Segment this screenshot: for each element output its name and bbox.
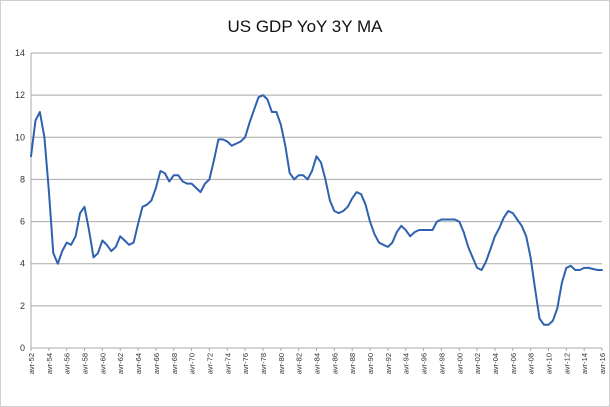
x-tick-label: avr-60 bbox=[98, 353, 107, 374]
x-tick-label: avr-68 bbox=[170, 353, 179, 374]
x-tick-label: avr-58 bbox=[81, 353, 90, 374]
x-tick-label: avr-64 bbox=[134, 353, 143, 374]
plot-area bbox=[30, 94, 603, 326]
x-tick-label: avr-90 bbox=[366, 353, 375, 374]
x-tick-label: avr-82 bbox=[295, 353, 304, 374]
x-tick-label: avr-54 bbox=[45, 353, 54, 374]
x-tick-label: avr-00 bbox=[455, 353, 464, 374]
x-tick-label: avr-62 bbox=[116, 353, 125, 374]
x-tick-label: avr-08 bbox=[527, 353, 536, 374]
y-tick-label: 4 bbox=[20, 259, 25, 269]
y-tick-label: 10 bbox=[15, 132, 25, 142]
x-tick-label: avr-94 bbox=[402, 353, 411, 374]
x-tick-label: avr-74 bbox=[223, 353, 232, 374]
y-tick-label: 0 bbox=[20, 343, 25, 353]
x-tick-label: avr-06 bbox=[509, 353, 518, 374]
y-tick-label: 8 bbox=[20, 174, 25, 184]
x-tick-label: avr-14 bbox=[580, 353, 589, 374]
x-tick-label: avr-86 bbox=[330, 353, 339, 374]
y-tick-label: 6 bbox=[20, 217, 25, 227]
x-tick-label: avr-56 bbox=[63, 353, 72, 374]
x-tick-label: avr-96 bbox=[420, 353, 429, 374]
x-tick-label: avr-70 bbox=[188, 353, 197, 374]
y-axis: 0 2 4 6 8 10 12 14 bbox=[15, 48, 32, 353]
x-tick-label: avr-72 bbox=[205, 353, 214, 374]
x-tick-label: avr-04 bbox=[491, 353, 500, 374]
series-line bbox=[30, 94, 603, 326]
x-tick-label: avr-10 bbox=[544, 353, 553, 374]
x-tick-label: avr-88 bbox=[348, 353, 357, 374]
x-tick-label: avr-52 bbox=[27, 353, 36, 374]
x-tick-label: avr-92 bbox=[384, 353, 393, 374]
y-tick-label: 12 bbox=[15, 90, 25, 100]
x-tick-label: avr-02 bbox=[473, 353, 482, 374]
x-tick-label: avr-16 bbox=[598, 353, 607, 374]
x-tick-label: avr-84 bbox=[313, 353, 322, 374]
x-axis: avr-52 avr-54 avr-56 avr-58 avr-60 avr-62 avr-… bbox=[27, 348, 607, 374]
y-tick-label: 2 bbox=[20, 301, 25, 311]
x-tick-label: avr-66 bbox=[152, 353, 161, 374]
chart-title: US GDP YoY 3Y MA bbox=[227, 17, 383, 36]
x-tick-label: avr-76 bbox=[241, 353, 250, 374]
grid-lines bbox=[31, 52, 602, 349]
x-tick-label: avr-80 bbox=[277, 353, 286, 374]
x-tick-label: avr-12 bbox=[562, 353, 571, 374]
x-tick-label: avr-98 bbox=[437, 353, 446, 374]
x-tick-label: avr-78 bbox=[259, 353, 268, 374]
y-tick-label: 14 bbox=[15, 48, 25, 58]
